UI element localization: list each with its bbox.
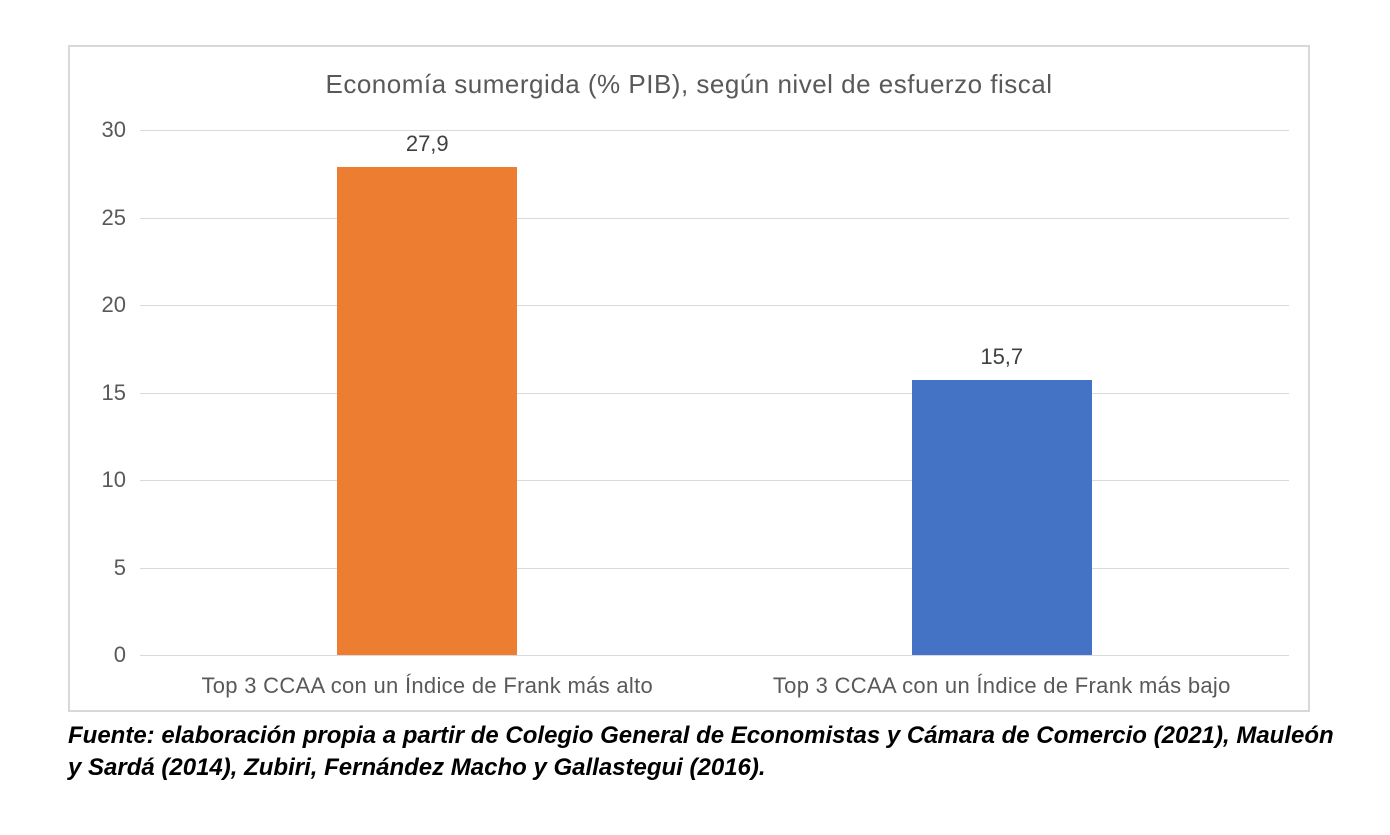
y-axis-tick-label: 5 <box>113 554 126 580</box>
plot-area: 0 5 10 15 20 25 30 27,9 Top 3 CCAA con un Índice… <box>102 119 1289 698</box>
x-axis-category-label: Top 3 CCAA con un Índice de Frank más al… <box>201 673 654 698</box>
gridline-y-30 <box>140 130 1289 131</box>
y-axis-tick-label: 0 <box>113 642 126 667</box>
bar-2 <box>911 380 1092 655</box>
x-axis-category-label: Top 3 CCAA con un Índice de Frank más ba… <box>772 673 1231 698</box>
gridline-y-10 <box>140 480 1289 481</box>
bar-value-label: 27,9 <box>405 130 449 156</box>
gridline-y-15 <box>140 392 1289 394</box>
bar-value-label: 15,7 <box>980 344 1024 370</box>
y-axis-tick-label: 20 <box>101 292 126 317</box>
source-note: Fuente: elaboración propia a partir de C… <box>68 720 1348 784</box>
y-axis-tick-label: 25 <box>101 204 126 230</box>
source-note-line-2: y Sardá (2014), Zubiri, Fernández Macho … <box>68 754 766 781</box>
y-axis-tick-label: 30 <box>101 117 126 142</box>
chart-title: Economía sumergida (% PIB), según nivel … <box>325 69 1053 99</box>
gridline-y-0 <box>140 655 1289 656</box>
y-axis-tick-label: 10 <box>101 467 126 492</box>
y-axis-tick-label: 15 <box>101 379 126 405</box>
gridline-y-20 <box>140 305 1289 306</box>
gridline-y-5 <box>140 567 1289 569</box>
chart-container: Economía sumergida (% PIB), según nivel … <box>68 45 1310 712</box>
gridline-y-25 <box>140 217 1289 219</box>
bar-1 <box>337 166 518 655</box>
source-note-line-1: Fuente: elaboración propia a partir de C… <box>68 722 1334 749</box>
